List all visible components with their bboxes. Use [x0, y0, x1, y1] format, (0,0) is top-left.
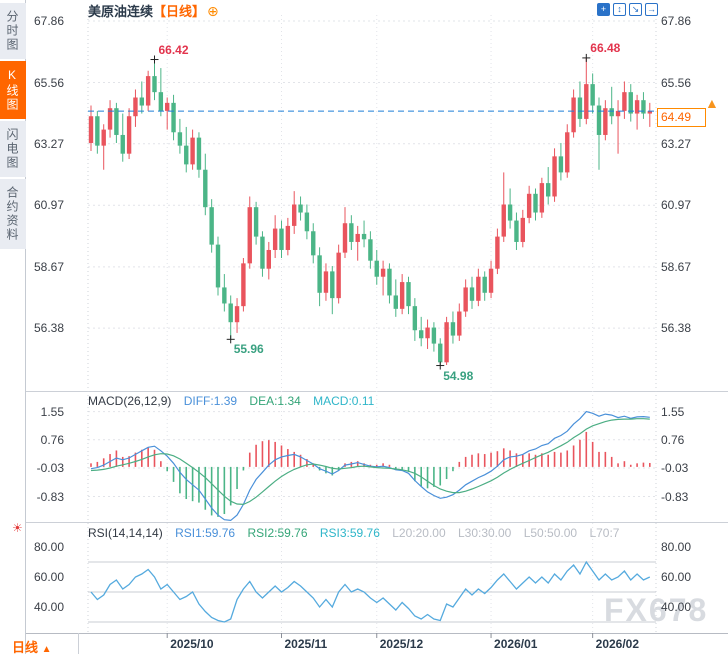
period-label: 日线 — [12, 640, 39, 654]
y-axis-label: 65.56 — [33, 75, 64, 90]
rsi-title: RSI(14,14,14) — [88, 526, 163, 540]
x-axis-label: 2026/02 — [595, 637, 640, 651]
rsi-l70-value: L70:7 — [589, 526, 620, 540]
y-axis-label: 60.97 — [33, 198, 64, 213]
y-axis-label: -0.03 — [36, 460, 64, 475]
price-up-arrow-icon: ▲ — [705, 95, 719, 111]
scale-y-icon[interactable]: ↕ — [613, 3, 626, 16]
macd-diff-value: DIFF:1.39 — [183, 394, 238, 408]
sidebar-item-contract[interactable]: 合约资料 — [0, 179, 26, 249]
macd-dea-value: DEA:1.34 — [249, 394, 301, 408]
footer-divider — [78, 633, 79, 654]
y-axis-label: -0.83 — [36, 489, 64, 504]
x-axis-label: 2025/12 — [379, 637, 424, 651]
y-axis-label: 56.38 — [661, 321, 692, 336]
sidebar: 分时图 K线图 闪电图 合约资料 — [0, 0, 26, 654]
axis-divider — [0, 633, 728, 634]
price-annotation: 55.96 — [233, 342, 264, 357]
rsi-l50-value: L50:50.00 — [523, 526, 578, 540]
sidebar-item-kline[interactable]: K线图 — [0, 61, 26, 119]
live-indicator-icon[interactable]: ☀ — [12, 521, 23, 535]
sidebar-item-flash[interactable]: 闪电图 — [0, 121, 26, 177]
y-axis-label: 1.55 — [40, 404, 64, 419]
sidebar-item-fenshi[interactable]: 分时图 — [0, 3, 26, 59]
chart-toolbar: + ↕ ↘ → — [597, 3, 658, 16]
y-axis-label: 40.00 — [661, 600, 692, 614]
x-axis-label: 2026/01 — [494, 637, 538, 651]
y-axis-label: 67.86 — [661, 14, 692, 28]
rsi-l20-value: L20:20.00 — [392, 526, 446, 540]
y-axis-label: 60.00 — [661, 570, 692, 584]
y-axis-label: 63.27 — [33, 136, 64, 151]
y-axis-label: 80.00 — [33, 540, 64, 554]
y-axis-label: 40.00 — [33, 600, 64, 614]
period-arrow-icon: ▲ — [41, 644, 52, 654]
y-axis-label: -0.03 — [661, 460, 689, 475]
panel-divider — [26, 522, 728, 523]
scale-x-icon[interactable]: ↘ — [629, 3, 642, 16]
y-axis-label: 58.67 — [33, 259, 64, 274]
y-axis-label: 58.67 — [661, 259, 692, 274]
last-price-value: 64.49 — [661, 110, 692, 124]
y-axis-label: 80.00 — [661, 540, 692, 554]
y-axis-label: 65.56 — [661, 75, 692, 90]
y-axis-label: 60.00 — [33, 570, 64, 584]
y-axis-label: 1.55 — [661, 404, 685, 419]
period-tag: 【日线】 — [153, 4, 206, 19]
rsi2-value: RSI2:59.76 — [247, 526, 308, 540]
pan-icon[interactable]: + — [597, 3, 610, 16]
x-axis-label: 2025/10 — [170, 637, 214, 651]
macd-title: MACD(26,12,9) — [88, 394, 172, 408]
exit-icon[interactable]: → — [645, 3, 658, 16]
price-annotation: 66.42 — [158, 42, 189, 57]
y-axis-label: -0.83 — [661, 489, 689, 504]
x-axis-label: 2025/11 — [284, 637, 328, 651]
rsi-header: RSI(14,14,14) RSI1:59.76 RSI2:59.76 RSI3… — [88, 526, 654, 540]
macd-header: MACD(26,12,9) DIFF:1.39 DEA:1.34 MACD:0.… — [88, 394, 654, 408]
y-axis-label: 67.86 — [33, 14, 64, 28]
y-axis-label: 63.27 — [661, 136, 692, 151]
rsi3-value: RSI3:59.76 — [319, 526, 380, 540]
chart-title: 美原油连续【日线】 ⊕ — [88, 1, 219, 20]
period-selector[interactable]: 日线 ▲ — [12, 637, 52, 654]
rsi-l30-value: L30:30.00 — [457, 526, 512, 540]
price-annotation: 66.48 — [590, 40, 621, 55]
y-axis-label: 0.76 — [40, 432, 64, 447]
symbol-name: 美原油连续 — [88, 4, 154, 19]
last-price-tag: 64.49 — [657, 108, 706, 127]
macd-macd-value: MACD:0.11 — [313, 394, 375, 408]
rsi1-value: RSI1:59.76 — [175, 526, 236, 540]
y-axis-label: 56.38 — [33, 321, 64, 336]
price-annotation: 54.98 — [443, 368, 474, 383]
y-axis-label: 60.97 — [661, 198, 692, 213]
add-indicator-icon[interactable]: ⊕ — [207, 3, 219, 19]
y-axis-label: 0.76 — [661, 432, 685, 447]
